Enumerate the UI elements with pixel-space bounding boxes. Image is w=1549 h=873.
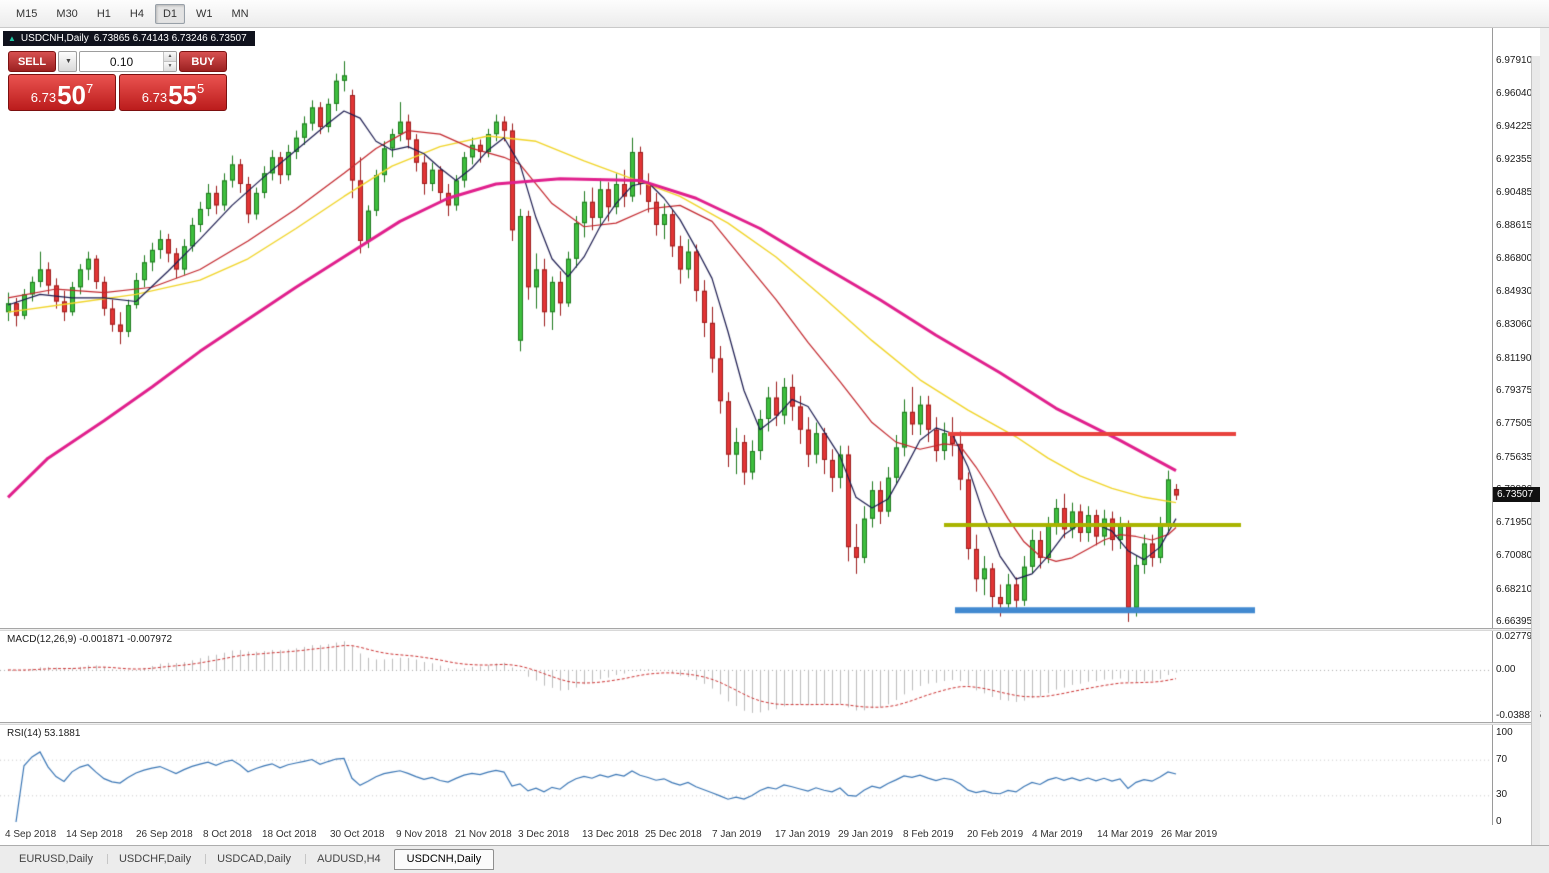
date-label: 8 Oct 2018	[203, 829, 252, 840]
rsi-canvas[interactable]	[0, 725, 1492, 825]
date-label: 7 Jan 2019	[712, 829, 762, 840]
volume-spin-down-button[interactable]: ▼	[164, 61, 176, 71]
panel-splitter[interactable]	[0, 628, 1540, 631]
price-axis-label: 6.90485	[1496, 187, 1533, 199]
macd-canvas[interactable]	[0, 631, 1492, 722]
timeframe-button-h4[interactable]: H4	[122, 4, 152, 24]
rsi-axis-label: 100	[1496, 727, 1513, 738]
date-label: 21 Nov 2018	[455, 829, 512, 840]
price-axis-label: 6.70080	[1496, 550, 1533, 562]
tab-usdcad-daily[interactable]: USDCAD,Daily	[204, 849, 304, 870]
timeframe-button-m30[interactable]: M30	[48, 4, 85, 24]
rsi-axis-label: 30	[1496, 789, 1508, 801]
price-axis-label: 6.88615	[1496, 220, 1533, 232]
timeframe-button-h1[interactable]: H1	[89, 4, 119, 24]
price-axis-label: 6.77505	[1496, 418, 1533, 430]
price-axis-label: 6.81190	[1496, 352, 1532, 364]
date-label: 26 Sep 2018	[136, 829, 193, 840]
chart-symbol-label: USDCNH,Daily	[20, 33, 89, 44]
timeframe-button-m15[interactable]: M15	[8, 4, 45, 24]
date-label: 20 Feb 2019	[967, 829, 1024, 840]
price-axis-label: 6.92355	[1496, 153, 1533, 165]
price-axis-label: 6.94225	[1496, 120, 1533, 132]
tab-usdchf-daily[interactable]: USDCHF,Daily	[106, 849, 204, 870]
date-axis[interactable]: 4 Sep 2018 14 Sep 2018 26 Sep 2018 8 Oct 20…	[0, 825, 1492, 845]
volume-spin-up-button[interactable]: ▲	[164, 52, 176, 61]
price-chart-canvas[interactable]	[0, 28, 1492, 628]
macd-axis-label: 0.00	[1496, 663, 1516, 675]
price-axis-label: 6.84930	[1496, 286, 1533, 298]
date-label: 26 Mar 2019	[1161, 829, 1218, 840]
tab-usdcnh-daily[interactable]: USDCNH,Daily	[393, 849, 495, 870]
price-axis-label: 6.71950	[1496, 517, 1533, 529]
timeframe-button-mn[interactable]: MN	[224, 4, 257, 24]
buy-price-button[interactable]: 6.73 55 5	[119, 74, 227, 111]
chart-tabbar: EURUSD,Daily USDCHF,Daily USDCAD,Daily AUDU…	[0, 845, 1549, 873]
one-click-trading-panel: SELL ▼ ▲ ▼ BUY 6.73 50 7 6.73 55 5	[8, 51, 227, 111]
date-label: 14 Sep 2018	[66, 829, 123, 840]
date-label: 30 Oct 2018	[330, 829, 385, 840]
price-axis-label: 6.79375	[1496, 384, 1533, 396]
rsi-axis-label: 0	[1496, 816, 1502, 827]
volume-field-group: ▲ ▼	[79, 51, 177, 72]
macd-axis-label: 0.027797	[1496, 631, 1538, 642]
buy-button[interactable]: BUY	[179, 51, 227, 72]
timeframe-button-d1[interactable]: D1	[154, 3, 185, 24]
price-axis-label: 6.68210	[1496, 583, 1533, 595]
date-label: 18 Oct 2018	[262, 829, 317, 840]
date-label: 4 Sep 2018	[5, 829, 57, 840]
ask-pips: 55	[168, 80, 197, 110]
date-label: 29 Jan 2019	[838, 829, 894, 840]
tab-audusd-h4[interactable]: AUDUSD,H4	[304, 849, 394, 870]
bid-pip-fraction: 7	[86, 81, 94, 96]
bid-pips: 50	[57, 80, 86, 110]
vertical-scrollbar[interactable]	[1531, 56, 1540, 873]
date-label: 17 Jan 2019	[775, 829, 831, 840]
price-axis-label: 6.83060	[1496, 319, 1533, 331]
volume-spinner: ▲ ▼	[163, 52, 176, 71]
date-label: 25 Dec 2018	[645, 829, 702, 840]
ask-pip-fraction: 5	[197, 81, 205, 96]
date-label: 14 Mar 2019	[1097, 829, 1154, 840]
date-label: 8 Feb 2019	[903, 829, 954, 840]
chart-ohlc-values: 6.73865 6.74143 6.73246 6.73507	[93, 33, 247, 44]
sell-price-button[interactable]: 6.73 50 7	[8, 74, 116, 111]
bid-big-figure: 6.73	[30, 90, 57, 105]
tab-eurusd-daily[interactable]: EURUSD,Daily	[19, 853, 93, 865]
sell-button[interactable]: SELL	[8, 51, 56, 72]
price-axis-label: 6.96040	[1496, 88, 1533, 100]
date-label: 9 Nov 2018	[396, 829, 448, 840]
candle-up-icon: ▲	[8, 34, 16, 43]
volume-input[interactable]	[80, 52, 163, 71]
ask-big-figure: 6.73	[141, 90, 168, 105]
rsi-axis-label: 70	[1496, 753, 1508, 765]
chart-title-bar: ▲ USDCNH,Daily 6.73865 6.74143 6.73246 6…	[3, 31, 255, 46]
timeframe-button-w1[interactable]: W1	[188, 4, 221, 24]
timeframe-toolbar: M15 M30 H1 H4 D1 W1 MN	[0, 0, 1549, 28]
rsi-label: RSI(14) 53.1881	[7, 728, 81, 739]
chart-region: ▲ USDCNH,Daily 6.73865 6.74143 6.73246 6…	[0, 28, 1542, 873]
panel-splitter[interactable]	[0, 722, 1540, 725]
date-label: 4 Mar 2019	[1032, 829, 1083, 840]
chevron-down-icon: ▼	[65, 58, 72, 65]
date-label: 3 Dec 2018	[518, 829, 570, 840]
macd-label: MACD(12,26,9) -0.001871 -0.007972	[7, 634, 173, 645]
price-axis-label: 6.97910	[1496, 55, 1533, 66]
current-price-tag: 6.73507	[1493, 487, 1540, 503]
price-axis-label: 6.86800	[1496, 252, 1533, 264]
price-axis-label: 6.66395	[1496, 616, 1533, 627]
date-label: 13 Dec 2018	[582, 829, 639, 840]
price-axis-label: 6.75635	[1496, 451, 1533, 463]
volume-dropdown-button[interactable]: ▼	[58, 51, 77, 72]
macd-axis-label: -0.038875	[1496, 710, 1542, 721]
